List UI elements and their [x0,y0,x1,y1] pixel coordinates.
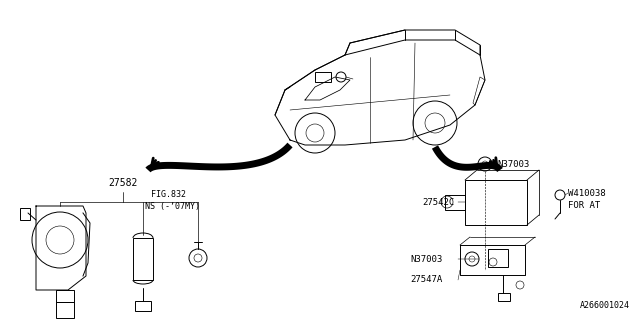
Text: W410038: W410038 [568,188,605,197]
Bar [56,302,74,318]
Text: FIG.832: FIG.832 [151,189,186,198]
Bar [315,72,331,82]
Bar [133,238,153,280]
Text: FOR AT: FOR AT [568,201,600,210]
Text: NS (-’07MY): NS (-’07MY) [145,202,200,211]
Text: N37003: N37003 [410,254,442,263]
Text: 27582: 27582 [108,178,138,188]
Bar [56,290,74,302]
Bar [20,208,30,220]
Bar [465,180,527,225]
Bar [135,301,151,311]
Bar [488,249,508,267]
Text: N37003: N37003 [497,159,529,169]
Text: 27542C: 27542C [422,197,454,206]
Text: 27547A: 27547A [410,276,442,284]
Bar [498,293,510,301]
Bar [445,195,465,210]
Text: A266001024: A266001024 [580,301,630,310]
